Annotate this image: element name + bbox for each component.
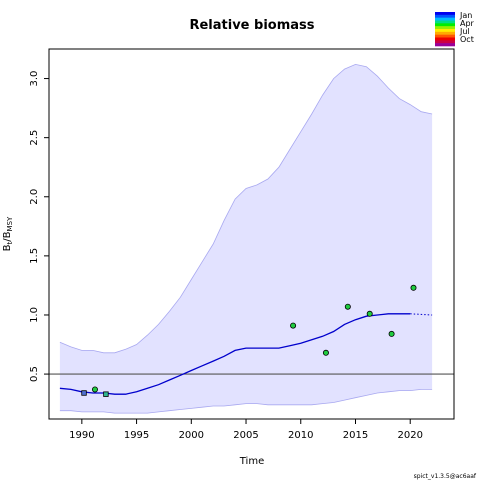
observation-point: [91, 386, 98, 393]
observation-point: [103, 391, 109, 397]
y-tick-label: 2.5: [29, 130, 40, 146]
legend-label: Oct: [460, 35, 474, 44]
legend-color-swatch: [435, 31, 455, 35]
x-axis-label: Time: [239, 456, 264, 467]
y-tick-label: 1.5: [29, 248, 40, 264]
observation-point: [290, 322, 297, 329]
legend-color-swatch: [435, 20, 455, 24]
plot-frame: [48, 48, 455, 420]
legend-color-swatch: [435, 37, 455, 41]
ci-lower-line: [59, 388, 433, 414]
legend-label: Jul: [459, 27, 470, 36]
confidence-band: [59, 64, 433, 414]
observation-point: [410, 284, 417, 291]
legend-color-swatch: [435, 43, 455, 47]
y-tick-label: 1.0: [29, 307, 40, 323]
legend-color-swatch: [435, 14, 455, 18]
y-tick-label: 0.5: [29, 366, 40, 382]
x-tick-label: 1995: [124, 430, 149, 441]
observation-point: [81, 390, 87, 396]
legend-color-swatch: [435, 29, 455, 33]
legend-color-swatch: [435, 26, 455, 30]
legend-color-swatch: [435, 12, 455, 16]
legend-color-swatch: [435, 23, 455, 27]
y-tick-label: 2.0: [29, 189, 40, 205]
legend-label: Apr: [460, 19, 475, 28]
observation-point: [366, 310, 373, 317]
chart-title: Relative biomass: [189, 18, 314, 33]
observation-point: [388, 330, 395, 337]
legend-color-swatch: [435, 17, 455, 21]
legend-label: Jan: [459, 11, 472, 20]
legend-color-swatch: [435, 40, 455, 44]
x-tick-label: 2015: [343, 430, 368, 441]
x-tick-label: 1990: [69, 430, 94, 441]
y-tick-label: 3.0: [29, 71, 40, 87]
y-axis-label: Bt/BMSY: [2, 216, 14, 251]
x-tick-label: 2005: [233, 430, 258, 441]
x-tick-label: 2020: [397, 430, 422, 441]
biomass-line: [59, 313, 411, 395]
x-tick-label: 2010: [288, 430, 313, 441]
observation-point: [344, 303, 351, 310]
x-tick-label: 2000: [179, 430, 204, 441]
forecast-line: [410, 313, 433, 316]
legend-color-swatch: [435, 34, 455, 38]
observation-point: [322, 349, 329, 356]
version-footer: spict_v1.3.5@ac6aaf: [414, 473, 477, 480]
ci-upper-line: [59, 63, 433, 354]
